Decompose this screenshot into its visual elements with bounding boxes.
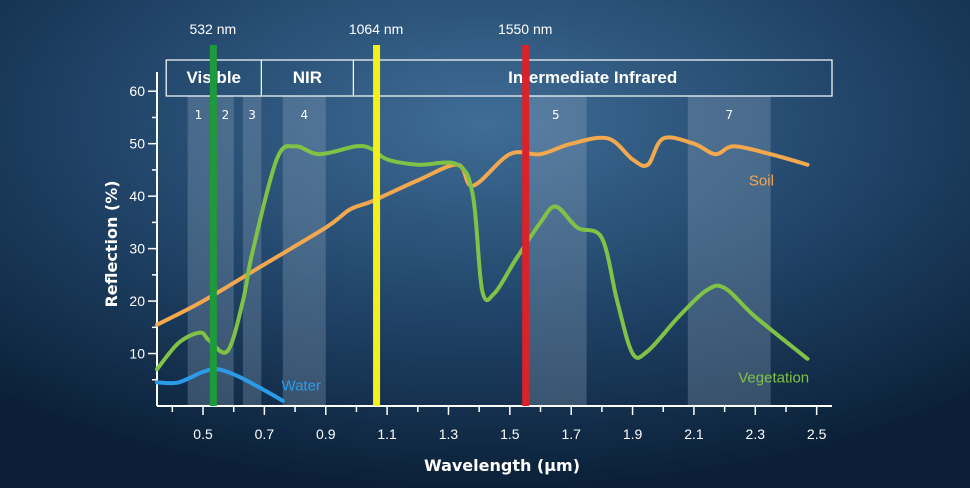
series-line-soil [155, 135, 810, 327]
x-tick-label-1.7: 1.7 [561, 426, 581, 442]
band-label-2: 2 [222, 108, 230, 122]
x-tick-label-1.9: 1.9 [623, 426, 643, 442]
x-tick-label-2.1: 2.1 [684, 426, 704, 442]
marker-label-532-nm: 532 nm [189, 21, 236, 37]
marker-layer: 532 nm 1064 nm 1550 nm [189, 21, 552, 406]
band-label-7: 7 [725, 108, 733, 122]
y-tick-label-30: 30 [129, 241, 145, 257]
x-tick-label-0.5: 0.5 [193, 426, 213, 442]
band-label-1: 1 [195, 108, 203, 122]
series-line-vegetation [155, 144, 810, 372]
marker-line-1064-nm [373, 45, 381, 406]
series-label-water: Water [281, 377, 320, 394]
marker-line-532-nm [209, 45, 217, 406]
x-axis-title: Wavelength (μm) [424, 456, 580, 475]
x-tick-label-2.5: 2.5 [807, 426, 827, 442]
x-tick-label-0.7: 0.7 [255, 426, 275, 442]
band-1 [187, 96, 210, 406]
x-tick-label-2.3: 2.3 [746, 426, 766, 442]
marker-label-1064-nm: 1064 nm [349, 21, 403, 37]
x-tick-label-0.9: 0.9 [316, 426, 336, 442]
y-tick-label-10: 10 [129, 346, 145, 362]
x-tick-label-1.5: 1.5 [500, 426, 520, 442]
region-header-frame [165, 59, 833, 97]
y-tick-label-50: 50 [129, 136, 145, 152]
axes: 10 20 30 40 50 60 0.5 0.7 0.9 1.1 1.3 1.5 1.7 1.9 2.1 2… [129, 72, 832, 442]
series-label-vegetation: Vegetation [738, 369, 809, 386]
y-axis-title: Reflection (%) [102, 180, 121, 307]
band-label-5: 5 [552, 108, 560, 122]
label-layer: Soil Vegetation Water [281, 173, 809, 395]
series-layer [155, 135, 810, 403]
marker-line-1550-nm [522, 45, 530, 406]
x-tick-label-1.3: 1.3 [439, 426, 459, 442]
marker-label-1550-nm: 1550 nm [498, 21, 552, 37]
x-tick-label-1.1: 1.1 [377, 426, 397, 442]
series-label-soil: Soil [749, 173, 774, 190]
band-label-4: 4 [300, 108, 308, 122]
band-label-3: 3 [248, 108, 256, 122]
band-7 [687, 96, 771, 406]
y-tick-label-40: 40 [129, 188, 145, 204]
y-tick-label-60: 60 [129, 83, 145, 99]
series-line-water [155, 367, 285, 403]
region-label-nir: NIR [293, 68, 322, 87]
region-header: VisibleNIRIntermediate Infrared [165, 59, 833, 97]
y-tick-label-20: 20 [129, 293, 145, 309]
region-label-intermediate-infrared: Intermediate Infrared [508, 68, 677, 87]
